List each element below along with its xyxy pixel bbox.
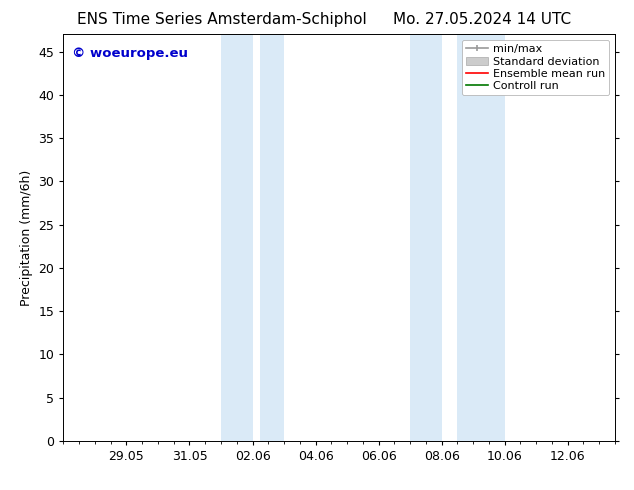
Bar [457,34,505,441]
Bar [410,34,442,441]
Text: Mo. 27.05.2024 14 UTC: Mo. 27.05.2024 14 UTC [393,12,571,27]
Text: © woeurope.eu: © woeurope.eu [72,47,188,59]
Y-axis label: Precipitation (mm/6h): Precipitation (mm/6h) [20,170,33,306]
Bar [261,34,284,441]
Bar [221,34,252,441]
Text: ENS Time Series Amsterdam-Schiphol: ENS Time Series Amsterdam-Schiphol [77,12,367,27]
Legend: min/max, Standard deviation, Ensemble mean run, Controll run: min/max, Standard deviation, Ensemble me… [462,40,609,96]
